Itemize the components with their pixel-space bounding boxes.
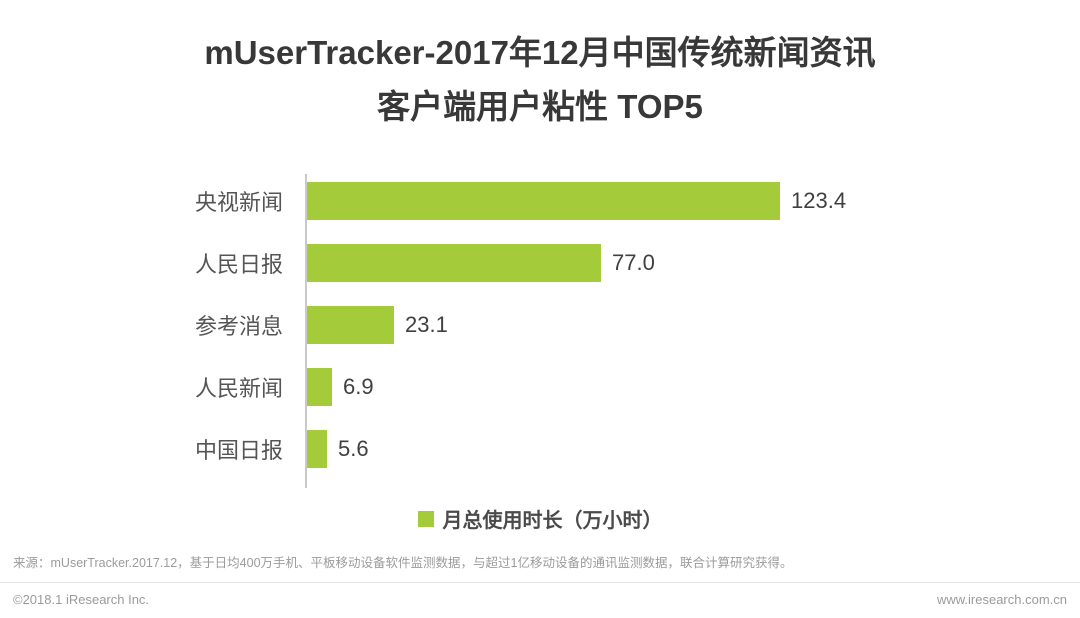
- chart-legend: 月总使用时长（万小时）: [0, 504, 1080, 533]
- bar-row: 人民新闻 6.9: [0, 356, 1080, 418]
- legend-label: 月总使用时长（万小时）: [442, 510, 663, 532]
- bar-row: 参考消息 23.1: [0, 294, 1080, 356]
- bar-value-label: 6.9: [343, 374, 374, 399]
- bar-value-label: 23.1: [405, 312, 448, 337]
- category-label: 人民日报: [194, 252, 283, 277]
- website-url: www.iresearch.com.cn: [936, 592, 1067, 607]
- bar: [305, 182, 780, 220]
- bar-row: 人民日报 77.0: [0, 232, 1080, 294]
- category-label: 中国日报: [194, 438, 283, 463]
- page-bottom: 来源：mUserTracker.2017.12，基于日均400万手机、平板移动设…: [0, 552, 1080, 618]
- bar-cell: 6.9: [305, 356, 1080, 418]
- chart-title-line1: mUserTracker-2017年12月中国传统新闻资讯: [204, 34, 876, 71]
- bar: [305, 368, 332, 406]
- bar-value-label: 5.6: [338, 436, 369, 461]
- bar: [305, 430, 327, 468]
- category-label: 央视新闻: [194, 190, 283, 215]
- bar-value-label: 123.4: [791, 188, 847, 213]
- bar-value-label: 77.0: [612, 250, 655, 275]
- bar-cell: 77.0: [305, 232, 1080, 294]
- y-axis-line: [305, 174, 307, 488]
- copyright-text: ©2018.1 iResearch Inc.: [13, 592, 150, 607]
- footer-bar: ©2018.1 iResearch Inc. www.iresearch.com…: [0, 582, 1080, 618]
- bar: [305, 244, 601, 282]
- chart-title: mUserTracker-2017年12月中国传统新闻资讯 客户端用户粘性 TO…: [0, 26, 1080, 134]
- bar-cell: 5.6: [305, 418, 1080, 480]
- category-label: 人民新闻: [194, 376, 283, 401]
- chart-title-line2: 客户端用户粘性 TOP5: [377, 88, 703, 125]
- bar-cell: 123.4: [305, 170, 1080, 232]
- bar-chart: 央视新闻 123.4 人民日报 77.0 参考消息 23.1 人民新闻: [0, 170, 1080, 488]
- bar-cell: 23.1: [305, 294, 1080, 356]
- source-note: 来源：mUserTracker.2017.12，基于日均400万手机、平板移动设…: [13, 556, 793, 570]
- bar-row: 中国日报 5.6: [0, 418, 1080, 480]
- legend-swatch-icon: [417, 510, 434, 527]
- category-label: 参考消息: [194, 314, 283, 339]
- bar: [305, 306, 394, 344]
- bar-row: 央视新闻 123.4: [0, 170, 1080, 232]
